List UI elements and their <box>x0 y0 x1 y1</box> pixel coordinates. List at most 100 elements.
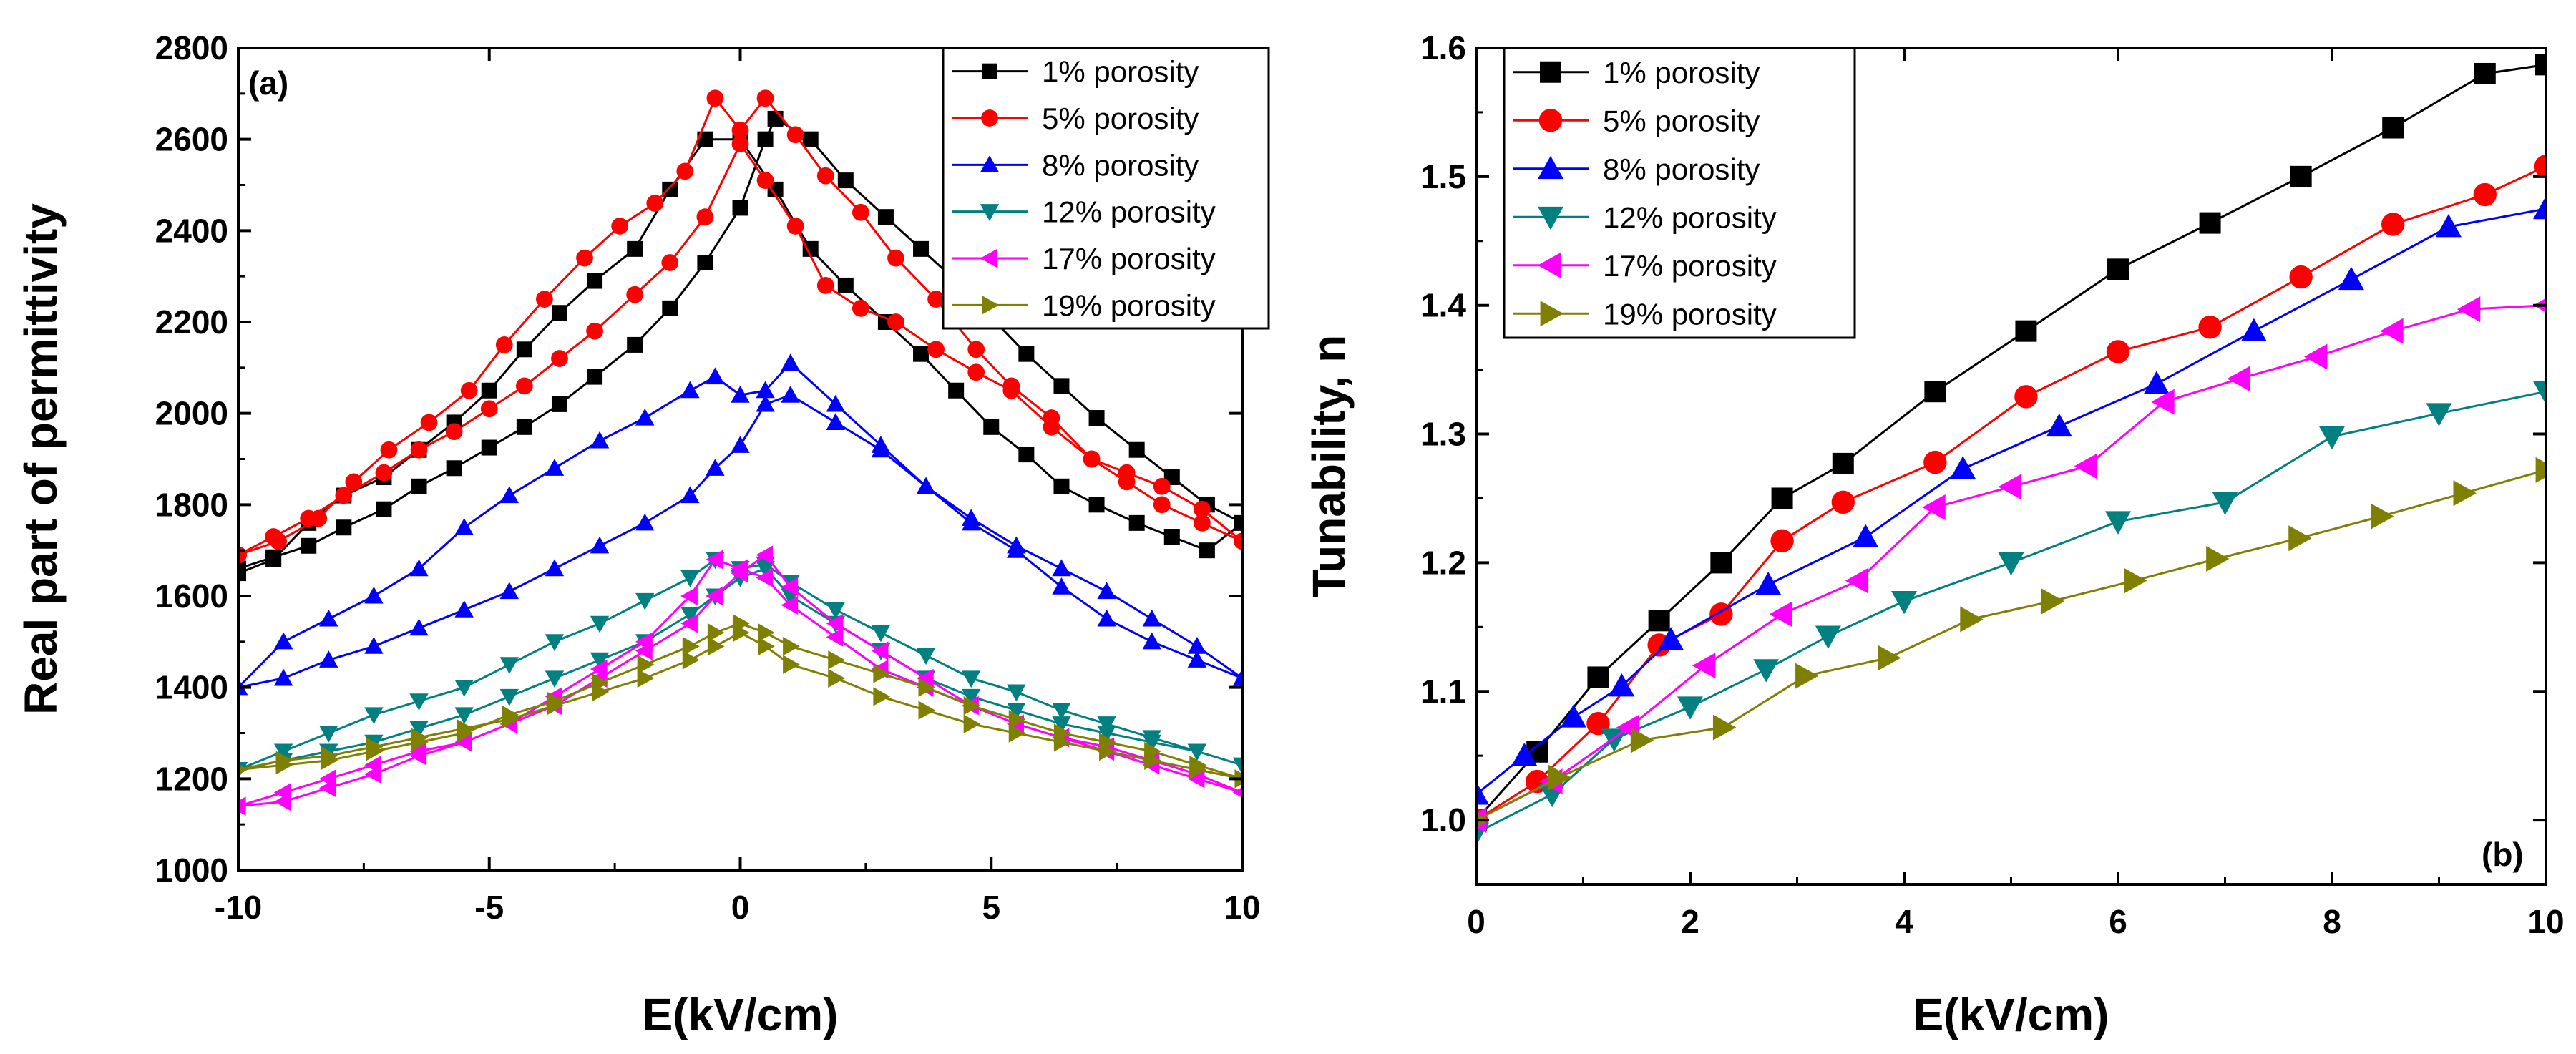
series-19pct-porosity-point <box>1144 741 1161 761</box>
series-17pct-porosity-point <box>2457 296 2481 323</box>
series-8pct-porosity-point <box>1097 609 1116 627</box>
series-1pct-porosity-point <box>913 346 930 362</box>
legend: 1% porosity 5% porosity 8% porosity 12% por… <box>942 47 1270 330</box>
legend-marker <box>1540 61 1561 83</box>
y-tick-label: 1.3 <box>1420 416 1466 453</box>
series-5pct-porosity-point <box>786 126 804 144</box>
legend-label: 1% porosity <box>1042 55 1199 89</box>
legend-item-8pct-porosity: 8% porosity <box>1513 152 1760 186</box>
series-8pct-porosity-point <box>590 431 610 449</box>
x-tick-label: 2 <box>1681 903 1699 940</box>
y-tick-label: 1.6 <box>1420 29 1466 67</box>
series-12pct-porosity-point <box>590 652 610 670</box>
series-12pct-porosity-point <box>1753 659 1780 683</box>
series-1pct-porosity-point <box>697 131 713 147</box>
series-8pct-porosity-point <box>1142 609 1161 627</box>
series-12pct-porosity-point <box>871 625 891 643</box>
series-19pct-porosity-point <box>637 668 655 688</box>
series-19pct-porosity-point <box>457 723 474 743</box>
series-1pct-porosity-point <box>1088 410 1105 426</box>
legend: 1% porosity 5% porosity 8% porosity 12% por… <box>1503 47 1856 339</box>
y-tick-label: 2200 <box>155 303 228 341</box>
series-8pct-porosity-point <box>1187 637 1207 654</box>
series-5pct-porosity-point <box>460 381 478 399</box>
series-1pct-porosity-point <box>516 419 532 435</box>
series-1pct-porosity-point <box>913 240 930 257</box>
x-tick-label: 0 <box>731 889 750 926</box>
series-12pct-porosity-point <box>409 693 429 711</box>
series-5pct-porosity-point <box>480 400 498 418</box>
series-8pct-porosity-point <box>273 668 293 686</box>
series-12pct-porosity-point <box>590 615 610 633</box>
series-12pct-porosity-point <box>545 670 565 688</box>
series-19pct-porosity-point <box>2206 545 2230 572</box>
legend-item-12pct-porosity: 12% porosity <box>1513 200 1777 234</box>
series-5pct-porosity-point <box>1923 450 1947 474</box>
legend-box <box>942 47 1270 330</box>
series-19pct-porosity-point <box>707 623 725 643</box>
series-1pct-porosity-point <box>2474 62 2496 84</box>
series-1pct-porosity-point <box>2535 54 2546 76</box>
legend-item-5pct-porosity: 5% porosity <box>952 102 1199 135</box>
series-1pct-porosity-point <box>446 460 462 477</box>
series-8pct-porosity-point <box>319 609 338 627</box>
series-12pct-porosity-point <box>454 707 474 725</box>
series-5pct-porosity-point <box>1194 500 1211 518</box>
legend-marker <box>980 248 997 268</box>
series-1pct-porosity-point <box>697 255 713 271</box>
series-8pct-porosity-point <box>364 586 384 604</box>
series-8pct-porosity-point <box>1853 524 1879 547</box>
series-19pct-porosity-point <box>732 614 750 633</box>
x-tick-label: -10 <box>215 889 262 926</box>
series-1pct-porosity-point <box>516 341 532 358</box>
series-1pct-porosity-point <box>336 519 352 536</box>
series-12pct-porosity-point <box>1097 716 1116 733</box>
panel-label: (a) <box>248 64 288 102</box>
legend-marker <box>1538 109 1563 132</box>
legend-item-12pct-porosity: 12% porosity <box>952 195 1216 229</box>
series-5pct-porosity-point <box>1118 464 1136 482</box>
series-19pct-porosity-point <box>1548 764 1572 791</box>
series-17pct-porosity-point <box>2227 366 2250 392</box>
series-1pct-porosity-point <box>1128 514 1145 531</box>
series-12pct-porosity-point <box>1891 590 1917 615</box>
series-5pct-porosity-point <box>852 203 869 221</box>
x-tick-label: 5 <box>982 889 1000 926</box>
series-17pct-porosity-point <box>2304 343 2328 370</box>
series-1pct-porosity-point <box>376 501 392 517</box>
series-8pct-porosity-point <box>731 436 750 453</box>
y-tick-label: 1800 <box>155 486 228 523</box>
series-8pct-porosity-point <box>635 513 655 531</box>
series-1pct-porosity-point <box>551 305 567 321</box>
legend-marker <box>980 204 1000 221</box>
series-8pct-porosity-point <box>680 381 700 399</box>
series-19pct-porosity-point <box>1878 645 1901 671</box>
series-17pct-porosity-point <box>1998 474 2021 500</box>
series-5pct-porosity-point <box>1083 450 1101 468</box>
legend-marker <box>982 63 997 79</box>
series-5pct-porosity-point <box>515 377 533 395</box>
x-tick-label: -5 <box>474 889 504 926</box>
series-5pct-porosity-point <box>611 218 629 235</box>
series-19pct-porosity-point <box>366 741 384 761</box>
series-8pct-porosity-point <box>961 513 981 531</box>
series-5pct-porosity-point <box>2473 182 2497 207</box>
series-8pct-porosity-point <box>1511 743 1538 766</box>
x-tick-label: 10 <box>2527 903 2564 940</box>
legend-label: 8% porosity <box>1042 148 1199 182</box>
series-1pct-porosity-point <box>1018 346 1035 362</box>
series-19pct-porosity-point <box>1008 723 1026 743</box>
series-8pct-porosity-point <box>409 618 429 636</box>
series-17pct-porosity-point <box>635 632 653 652</box>
series-5pct-porosity-point <box>1194 514 1211 532</box>
series-1pct-porosity-point <box>2290 165 2312 187</box>
series-12pct-porosity-point <box>1007 684 1026 702</box>
panel-b: 0 2 4 6 8 10 1.0 1.1 1.2 1.3 1.4 1.5 1.6 E(kV/cm) Tuna… <box>1303 29 2565 1040</box>
series-5pct-porosity-point <box>576 249 593 267</box>
series-19pct-porosity-point <box>873 664 891 683</box>
series-19pct-porosity-point <box>238 764 248 775</box>
series-8pct-porosity-point <box>635 408 655 426</box>
series-5pct-porosity-point <box>551 350 568 367</box>
y-tick-label: 2600 <box>155 121 228 158</box>
